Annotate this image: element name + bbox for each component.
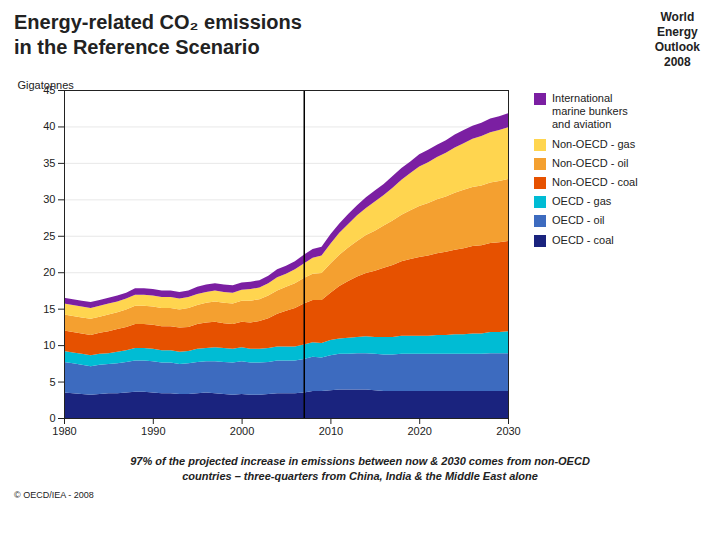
html-text:Non-OECD - gas: Non-OECD - gas: [552, 137, 636, 150]
svg-text:30: 30: [43, 193, 55, 205]
svg-text:25: 25: [43, 230, 55, 242]
svg-text:20: 20: [43, 266, 55, 278]
svg-text:40: 40: [43, 120, 55, 132]
svg-text:5: 5: [49, 376, 55, 388]
svg-text:Gigatonnes: Gigatonnes: [18, 79, 75, 91]
svg-text:15: 15: [43, 303, 55, 315]
html-text:Non-OECD - coal: Non-OECD - coal: [552, 175, 638, 188]
svg-text:0: 0: [49, 412, 55, 424]
html-text:World Energy Outlook 2008: World Energy Outlook 2008: [654, 10, 700, 69]
svg-text:2000: 2000: [230, 425, 254, 437]
svg-text:10: 10: [43, 339, 55, 351]
svg-text:35: 35: [43, 157, 55, 169]
svg-text:2020: 2020: [407, 425, 431, 437]
html-text:OECD - oil: OECD - oil: [552, 214, 605, 227]
html-text:97% of the projected increase: 97% of the projected increase in emissio…: [130, 455, 590, 482]
svg-text:2030: 2030: [496, 425, 520, 437]
svg-text:2010: 2010: [319, 425, 343, 437]
html-text:International marine bunkers a: International marine bunkers and aviatio…: [552, 92, 628, 131]
html-text:Energy-related CO₂ emissions i: Energy-related CO₂ emissions in the Refe…: [14, 11, 302, 58]
svg-text:1980: 1980: [52, 425, 76, 437]
html-text:Non-OECD - oil: Non-OECD - oil: [552, 156, 629, 169]
html-text:© OECD/IEA - 2008: © OECD/IEA - 2008: [14, 489, 94, 500]
html-text:OECD - gas: OECD - gas: [552, 195, 612, 208]
html-text:OECD - coal: OECD - coal: [552, 233, 614, 246]
svg-text:1990: 1990: [141, 425, 165, 437]
